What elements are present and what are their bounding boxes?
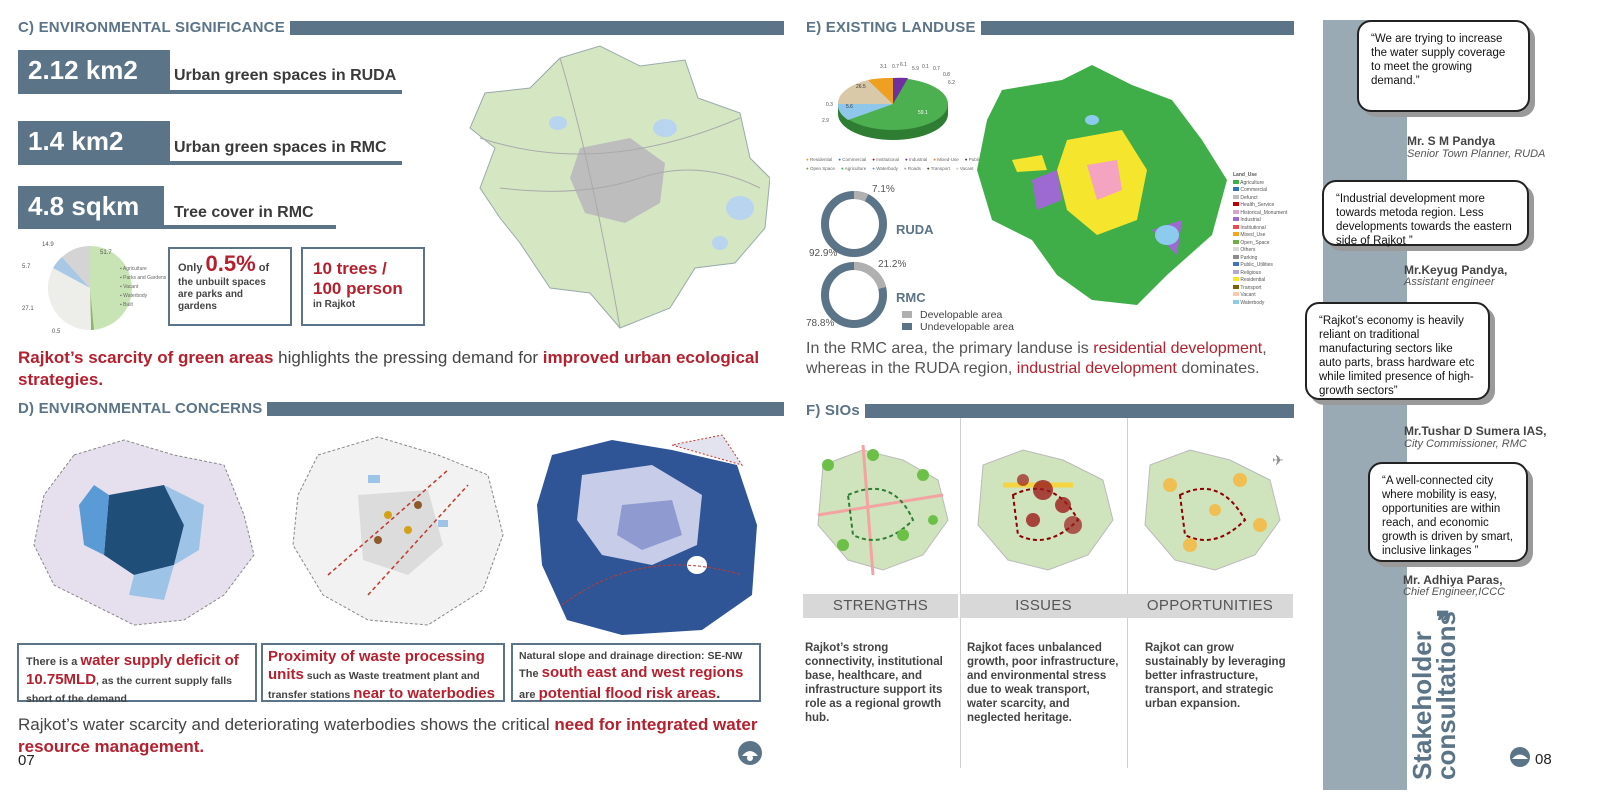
quote-name-2: Mr.Keyug Pandya, [1404,263,1508,277]
pie-label-3: 5.7 [22,264,31,270]
svg-text:6.2: 6.2 [948,80,955,86]
page-number-right: 08 [1535,751,1552,768]
opportunities-map [1130,425,1290,585]
water-scarcity-statement: Rajkot’s water scarcity and deterioratin… [18,715,758,756]
svg-text:59.1: 59.1 [918,110,928,116]
urban-green-space-map [440,38,770,333]
donut-legend: Developable area Undevelopable area [902,309,1014,333]
waste-proximity-card: Proximity of waste processing units such… [261,643,505,702]
unbuilt-percent: 0.5% [205,251,256,276]
logo-icon [1510,747,1530,767]
pie-slice-agriculture [90,246,132,330]
strengths-text: Rajkot’s strong connectivity, institutio… [805,642,943,724]
quote-name-1: Mr. S M Pandya [1407,134,1496,148]
svg-text:0.3: 0.3 [826,102,833,108]
development-donut-charts: 7.1% 92.9% 21.2% 78.8% [806,184,906,329]
pie-legend-item: ▪ Vacant [120,284,139,290]
unbuilt-spaces-card: Only 0.5% of the unbuilt spaces are park… [168,247,292,326]
stat-value-ruda: 2.12 km2 [18,50,170,90]
section-e-title: E) EXISTING LANDUSE [806,20,981,36]
section-c-header: C) ENVIRONMENTAL SIGNIFICANCE [18,20,784,36]
issues-label: ISSUES [960,594,1127,618]
existing-landuse-map [972,60,1227,315]
green-space-pie-chart: 14.9 51.7 5.7 27.1 0.5 [22,242,132,335]
svg-text:6.1: 6.1 [900,62,907,68]
flood-risk-card: Natural slope and drainage direction: SE… [511,643,761,702]
strengths-map [803,425,958,585]
svg-text:0.8: 0.8 [943,72,950,78]
logo-icon [738,741,762,765]
stat-label-ruda: Urban green spaces in RUDA [174,67,397,84]
stat-value-rmc: 1.4 km2 [18,121,170,161]
pie-label-2: 51.7 [100,250,112,256]
water-deficit-card: There is a water supply deficit of 10.75… [17,643,257,705]
ruda-developable-value: 7.1% [872,184,895,195]
svg-text:0.1: 0.1 [922,64,929,70]
issues-map [963,425,1123,585]
svg-text:5.9: 5.9 [912,66,919,72]
svg-text:0.7: 0.7 [892,64,899,70]
pie-slice-vacant [47,268,91,331]
airplane-icon: ✈ [1272,452,1284,468]
section-f-header: F) SIOs [806,403,1294,419]
svg-text:26.5: 26.5 [856,84,866,90]
stat-label-rmc: Urban green spaces in RMC [174,139,387,156]
opportunities-label: OPPORTUNITIES [1127,594,1293,618]
stakeholder-panel [1323,20,1600,790]
pie-label-5: 0.5 [52,329,61,335]
quote-bubble-2: “Industrial development more towards met… [1322,180,1529,247]
trees-per-person-card: 10 trees / 100 person in Rajkot [301,247,425,326]
quote-role-4: Chief Engineer,ICCC [1403,586,1506,598]
pie-legend-item: ▪ Parks and Gardens [120,275,167,281]
svg-text:5.6: 5.6 [846,104,853,110]
quote-bubble-3: “Rajkot’s economy is heavily reliant on … [1305,302,1490,400]
pie-slice-built [62,246,90,288]
stat-value-tree: 4.8 sqkm [18,186,164,226]
quote-icon: ❞ [1436,606,1450,636]
quote-role-2: Assistant engineer [1404,276,1495,288]
rmc-developable-value: 21.2% [878,259,906,270]
quote-name-3: Mr.Tushar D Sumera IAS, [1404,424,1547,438]
pie-label-4: 27.1 [22,306,34,312]
svg-text:2.9: 2.9 [822,118,829,124]
strengths-label: STRENGTHS [803,594,958,618]
section-d-header: D) ENVIRONMENTAL CONCERNS [18,401,784,417]
pie-legend-item: ▪ Waterbody [120,293,148,299]
svg-text:3.1: 3.1 [880,64,887,70]
section-c-title: C) ENVIRONMENTAL SIGNIFICANCE [18,20,290,36]
drainage-flood-map [522,425,772,640]
pie-slice-waterbody [53,257,90,288]
quote-role-1: Senior Town Planner, RUDA [1407,148,1546,160]
issues-text: Rajkot faces unbalanced growth, poor inf… [967,642,1119,724]
rmc-undevelopable-value: 78.8% [806,318,834,329]
quote-role-3: City Commissioner, RMC [1404,438,1527,450]
landuse-pie-chart: 3.1 0.7 6.1 5.9 0.1 0.7 0.8 6.2 26.5 0.3… [822,62,955,140]
pie-slice-parks [90,288,94,330]
waste-processing-map [268,425,520,640]
water-demand-map [14,425,264,640]
stat-label-tree: Tree cover in RMC [174,204,314,221]
rmc-donut-label: RMC [896,290,926,305]
opportunities-text: Rajkot can grow sustainably by leveragin… [1145,642,1286,710]
page-number-left: 07 [18,752,35,769]
quote-name-4: Mr. Adhiya Paras, [1403,573,1503,587]
landuse-statement: In the RMC area, the primary landuse is … [806,340,1267,377]
section-e-header: E) EXISTING LANDUSE [806,20,1294,36]
green-areas-statement: Rajkot’s scarcity of green areas highlig… [18,348,760,389]
svg-text:0.7: 0.7 [933,66,940,72]
pie-label-1: 14.9 [42,242,54,248]
ruda-undevelopable-value: 92.9% [809,248,837,259]
pie-legend: ▪ Agriculture ▪ Parks and Gardens ▪ Vaca… [120,265,166,310]
section-f-title: F) SIOs [806,403,865,419]
section-d-title: D) ENVIRONMENTAL CONCERNS [18,401,268,417]
ruda-donut-label: RUDA [896,222,934,237]
pie-legend-item: ▪ Built [120,302,133,308]
landuse-map-legend: Land_Use Agriculture Commercial Defunct … [1233,172,1288,306]
quote-bubble-4: “A well-connected city where mobility is… [1368,462,1528,562]
pie-legend-item: ▪ Agriculture [120,266,147,272]
quote-bubble-1: “We are trying to increase the water sup… [1357,20,1530,112]
